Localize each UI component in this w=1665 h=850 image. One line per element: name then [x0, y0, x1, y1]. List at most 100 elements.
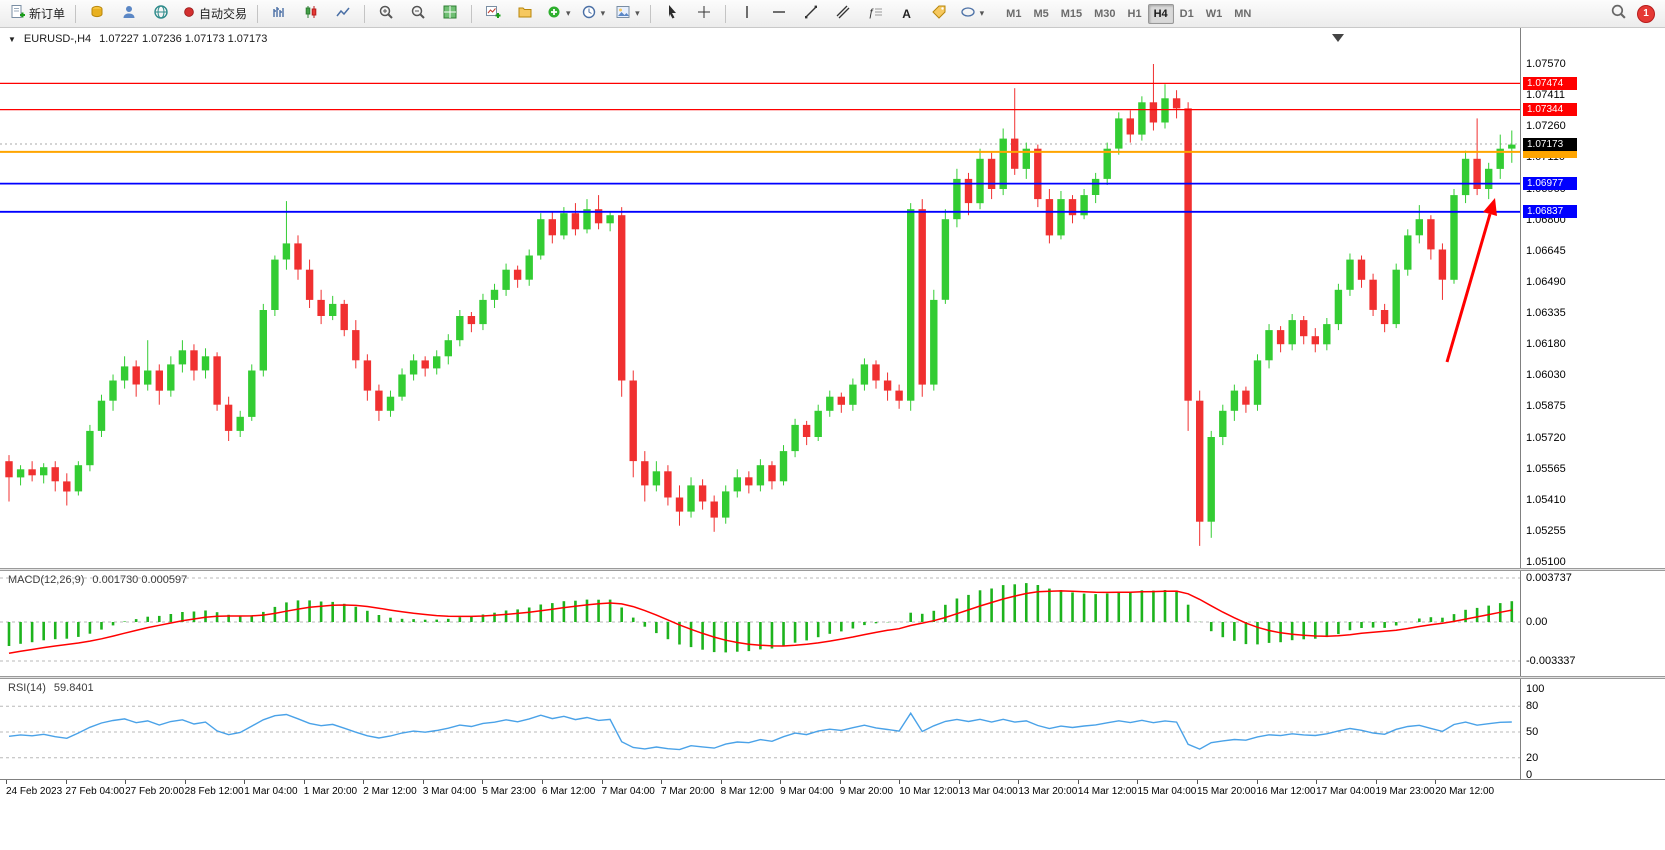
time-axis[interactable]: 24 Feb 2023 27 Feb 04:00 27 Feb 20:00 28 Fe…: [0, 779, 1665, 802]
candle-body: [1068, 199, 1077, 216]
market-button[interactable]: [82, 2, 112, 26]
time-axis-label: 10 Mar 12:00: [899, 786, 959, 797]
pane-splitter[interactable]: [0, 676, 1665, 679]
new-chart-button[interactable]: [478, 2, 508, 26]
candle-body: [1034, 148, 1042, 200]
shapes-dropdown[interactable]: [956, 2, 989, 26]
candle-body: [860, 364, 869, 385]
label-tool[interactable]: [924, 2, 954, 26]
candle-body: [641, 461, 649, 486]
price-axis-label: 1.06645: [1526, 244, 1566, 257]
candle-body: [433, 356, 441, 369]
candle-body: [213, 356, 221, 405]
candle-body: [814, 410, 822, 437]
candle-body: [167, 364, 175, 391]
price-axis[interactable]: 1.075701.074111.072601.071101.069601.068…: [1521, 28, 1665, 801]
vertical-line-tool[interactable]: [732, 2, 762, 26]
pane-splitter[interactable]: [0, 568, 1665, 571]
bar-chart-button[interactable]: [264, 2, 294, 26]
tile-windows-button[interactable]: [435, 2, 465, 26]
trendline-tool[interactable]: [796, 2, 826, 26]
line-chart-button[interactable]: [328, 2, 358, 26]
candle-body: [294, 243, 302, 270]
time-axis-label: 19 Mar 23:00: [1375, 786, 1435, 797]
candle-body: [40, 467, 48, 476]
text-tool[interactable]: A: [892, 2, 922, 26]
tf-button-m5[interactable]: M5: [1033, 7, 1049, 20]
candle-body: [1404, 235, 1412, 270]
candle-body: [999, 138, 1007, 189]
accounts-button[interactable]: [114, 2, 144, 26]
candle-body: [1161, 98, 1169, 123]
time-tick: [244, 780, 246, 784]
community-button[interactable]: [146, 2, 176, 26]
crosshair-tool-button[interactable]: [689, 2, 719, 26]
candle-body: [444, 340, 452, 357]
candle-body: [1380, 310, 1389, 325]
candle-body: [618, 215, 626, 381]
cursor-icon: [664, 4, 680, 23]
profiles-folder-icon: [517, 4, 533, 23]
time-axis-label: 24 Feb 2023: [6, 786, 63, 797]
rsi-pane[interactable]: [0, 679, 1520, 779]
candle-body: [456, 316, 464, 341]
candle-body: [479, 299, 487, 325]
candle-body: [1438, 249, 1447, 280]
vertical-line-icon: [739, 4, 755, 23]
candle-body: [664, 471, 672, 498]
candle-body: [305, 269, 314, 300]
tf-button-h1[interactable]: H1: [1127, 7, 1142, 20]
candle-body: [1288, 320, 1296, 345]
label-tag-icon: [931, 4, 947, 23]
horizontal-line-tool[interactable]: [764, 2, 794, 26]
chart-shift-marker: [1332, 34, 1344, 42]
candle-body: [1485, 168, 1493, 189]
main-chart[interactable]: [0, 28, 1520, 568]
trendline-icon: [803, 4, 819, 23]
profiles-button[interactable]: [510, 2, 540, 26]
indicators-dropdown[interactable]: [542, 2, 575, 26]
tf-button-m1[interactable]: M1: [1006, 7, 1022, 20]
candle-body: [1230, 390, 1239, 411]
candle-body: [248, 370, 256, 417]
macd-pane[interactable]: [0, 571, 1520, 676]
tf-button-mn[interactable]: MN: [1234, 7, 1252, 20]
price-axis-label: 1.05100: [1526, 556, 1566, 568]
price-axis-label: 1.05875: [1526, 400, 1566, 413]
candle-body: [16, 469, 25, 478]
candle-body: [1392, 269, 1400, 325]
periods-dropdown[interactable]: [577, 2, 610, 26]
candle-body: [1265, 330, 1273, 361]
candle-body: [490, 289, 499, 300]
candle-body: [976, 158, 984, 204]
user-icon: [121, 4, 137, 23]
candle-body: [1103, 148, 1111, 179]
candle-body: [259, 310, 267, 371]
candlestick-chart-button[interactable]: [296, 2, 326, 26]
one-click-trading-toggle[interactable]: ▼: [8, 34, 16, 44]
trend-arrow-shaft: [1445, 213, 1492, 363]
search-icon[interactable]: [1610, 3, 1627, 25]
cursor-tool-button[interactable]: [657, 2, 687, 26]
templates-dropdown[interactable]: [611, 2, 644, 26]
tf-button-w1[interactable]: W1: [1205, 7, 1223, 20]
candle-body: [1057, 199, 1065, 236]
crosshair-icon: [696, 4, 712, 23]
notification-badge[interactable]: 1: [1637, 4, 1655, 23]
zoom-out-button[interactable]: [403, 2, 433, 26]
rsi-axis-label: 80: [1526, 700, 1539, 712]
new-order-button[interactable]: 新订单: [6, 2, 69, 26]
fibonacci-tool[interactable]: ƒ: [860, 2, 890, 26]
tf-button-m30[interactable]: M30: [1094, 7, 1116, 20]
price-axis-label: 1.06180: [1526, 338, 1566, 351]
time-axis-label: 14 Mar 12:00: [1077, 786, 1137, 797]
autotrading-button[interactable]: 自动交易: [178, 2, 251, 26]
tf-button-d1[interactable]: D1: [1179, 7, 1194, 20]
template-image-icon: [615, 4, 631, 23]
channel-tool[interactable]: [828, 2, 858, 26]
tf-button-h4[interactable]: H4: [1147, 3, 1174, 24]
zoom-in-button[interactable]: [371, 2, 401, 26]
rsi-value: 59.8401: [53, 682, 94, 694]
tf-button-m15[interactable]: M15: [1060, 7, 1083, 20]
time-axis-label: 2 Mar 12:00: [363, 786, 417, 797]
